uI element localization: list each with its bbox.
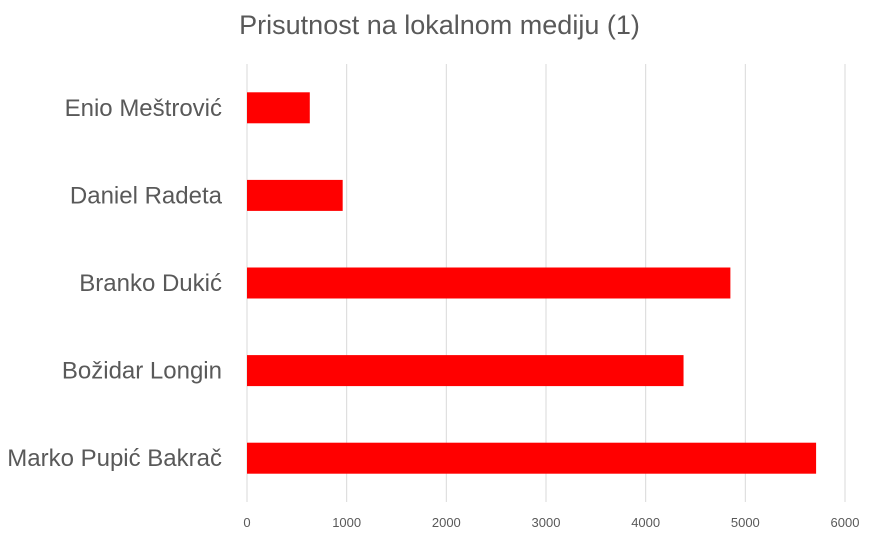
bar [247,179,343,211]
x-tick-label: 2000 [432,515,461,530]
x-tick-label: 0 [243,515,250,530]
category-labels: Enio Meštrović Daniel Radeta Branko Dukić B… [7,95,222,472]
bar [247,442,817,474]
bar [247,267,731,299]
x-tick-label: 1000 [332,515,361,530]
x-tick-label: 4000 [631,515,660,530]
x-tick-label: 5000 [731,515,760,530]
bars [247,92,817,474]
x-tick-label: 6000 [831,515,860,530]
bar [247,355,684,387]
category-label: Daniel Radeta [70,182,223,209]
category-label: Božidar Longin [62,358,222,385]
x-tick-label: 3000 [532,515,561,530]
category-label: Marko Pupić Bakrač [7,445,222,472]
category-label: Branko Dukić [79,270,222,297]
bar [247,92,310,124]
x-tick-labels: 0 1000 2000 3000 4000 5000 6000 [243,515,859,530]
chart-title: Prisutnost na lokalnom mediju (1) [239,10,640,40]
category-label: Enio Meštrović [65,95,222,122]
